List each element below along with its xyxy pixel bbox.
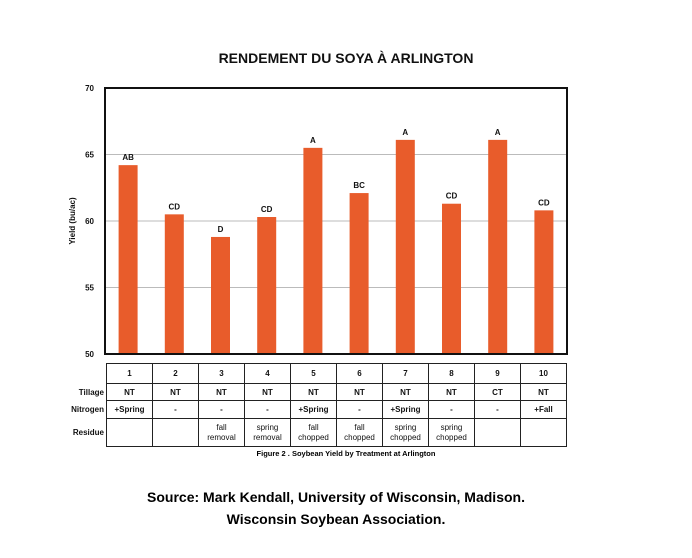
table-cell: +Fall <box>520 400 567 419</box>
table-cell <box>152 418 199 447</box>
table-cell: +Spring <box>106 400 153 419</box>
header-row: 1 2 3 4 5 6 7 8 9 10 <box>60 363 567 384</box>
table-cell: fall chopped <box>290 418 337 447</box>
table-cell: 7 <box>382 363 429 384</box>
bar-significance-label: CD <box>446 192 458 201</box>
bar-significance-label: A <box>495 128 501 137</box>
table-cell: 2 <box>152 363 199 384</box>
row-label <box>60 364 107 384</box>
bar <box>395 139 415 354</box>
table-cell: - <box>152 400 199 419</box>
table-cell: NT <box>106 383 153 401</box>
bar-significance-label: CD <box>169 202 181 211</box>
bar-significance-label: CD <box>538 198 550 207</box>
table-cell: NT <box>336 383 383 401</box>
table-cell: spring removal <box>244 418 291 447</box>
bar <box>534 210 554 354</box>
bar-significance-label: A <box>402 128 408 137</box>
bar <box>118 165 138 354</box>
bar <box>442 203 461 354</box>
table-cell: - <box>244 400 291 419</box>
bar <box>211 236 230 354</box>
table-cell: - <box>336 400 383 419</box>
y-tick-label: 70 <box>85 84 94 93</box>
bar <box>164 214 184 354</box>
table-cell: NT <box>382 383 429 401</box>
source-line: Wisconsin Soybean Association. <box>226 511 446 527</box>
bar <box>488 139 508 354</box>
table-cell: CT <box>474 383 521 401</box>
table-cell: fall removal <box>198 418 245 447</box>
figure-caption: Figure 2 . Soybean Yield by Treatment at… <box>256 449 436 458</box>
table-cell: - <box>474 400 521 419</box>
tillage-row: Tillage NT NT NT NT NT NT NT NT CT NT <box>60 383 567 401</box>
table-cell: - <box>428 400 475 419</box>
source-line: Source: Mark Kendall, University of Wisc… <box>147 489 525 505</box>
table-cell: NT <box>244 383 291 401</box>
treatment-table: 1 2 3 4 5 6 7 8 9 10 Tillage NT NT NT NT NT NT NT NT CT NT Ni… <box>60 363 567 447</box>
table-cell: - <box>198 400 245 419</box>
nitrogen-row: Nitrogen +Spring - - - +Spring - +Spring - - +Fall <box>60 400 567 419</box>
table-cell: 3 <box>198 363 245 384</box>
bar-significance-label: BC <box>353 181 365 190</box>
bar-significance-label: CD <box>261 205 273 214</box>
table-cell: +Spring <box>382 400 429 419</box>
table-cell: 4 <box>244 363 291 384</box>
table-cell: +Spring <box>290 400 337 419</box>
bar <box>349 193 369 354</box>
bar-significance-label: D <box>218 225 224 234</box>
bar-significance-label: A <box>310 136 316 145</box>
table-cell: NT <box>290 383 337 401</box>
table-cell: fall chopped <box>336 418 383 447</box>
table-cell: 1 <box>106 363 153 384</box>
table-cell: 10 <box>520 363 567 384</box>
bar <box>257 217 277 354</box>
bar-significance-label: AB <box>122 153 134 162</box>
bar <box>303 147 323 354</box>
plot-frame <box>104 87 568 355</box>
table-cell: 9 <box>474 363 521 384</box>
table-cell: NT <box>520 383 567 401</box>
row-label: Nitrogen <box>71 405 104 414</box>
chart-title: RENDEMENT DU SOYA À ARLINGTON <box>218 50 474 66</box>
y-tick-label: 65 <box>85 151 94 160</box>
bar-chart: 50 55 60 65 70 Yield (bu/ac) AB CD D CD A BC A CD A CD <box>68 84 568 359</box>
residue-row: Residue fall removal spring removal fall chopp… <box>60 418 567 447</box>
table-cell <box>520 418 567 447</box>
y-tick-label: 50 <box>85 350 94 359</box>
table-cell: NT <box>152 383 199 401</box>
y-tick-label: 55 <box>85 284 94 293</box>
source-text: Source: Mark Kendall, University of Wisc… <box>0 486 682 530</box>
table-cell <box>474 418 521 447</box>
table-cell: NT <box>428 383 475 401</box>
table-cell: 8 <box>428 363 475 384</box>
y-tick-label: 60 <box>85 217 94 226</box>
table-cell <box>106 418 153 447</box>
row-label: Tillage <box>78 387 104 397</box>
table-cell: spring chopped <box>428 418 475 447</box>
y-axis-label: Yield (bu/ac) <box>68 197 77 245</box>
table-cell: spring chopped <box>382 418 429 447</box>
table-cell: 6 <box>336 363 383 384</box>
table-cell: NT <box>198 383 245 401</box>
table-cell: 5 <box>290 363 337 384</box>
row-label: Residue <box>72 427 104 437</box>
